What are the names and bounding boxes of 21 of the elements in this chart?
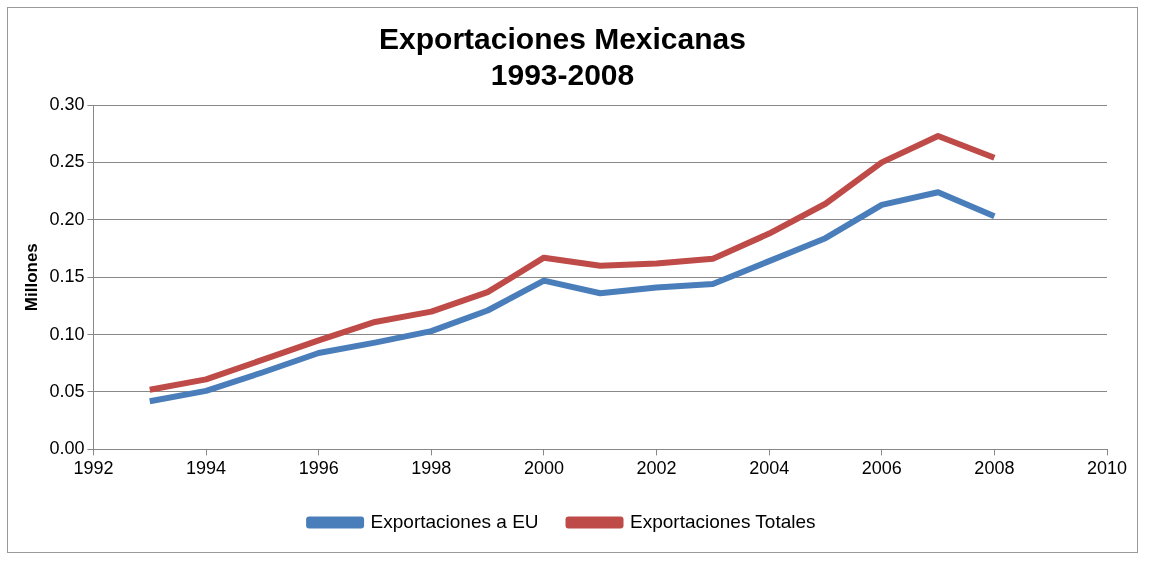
y-tick-label: 0.20 bbox=[49, 208, 85, 229]
x-tick-label: 2000 bbox=[523, 458, 564, 479]
y-tick-label: 0.15 bbox=[49, 266, 85, 287]
x-tick-label: 1998 bbox=[411, 458, 452, 479]
x-tick-label: 2006 bbox=[861, 458, 902, 479]
x-tick-label: 1996 bbox=[298, 458, 339, 479]
x-tick-label: 2008 bbox=[974, 458, 1015, 479]
y-tick-label: 0.00 bbox=[49, 438, 85, 459]
y-axis-title: Millones bbox=[21, 243, 41, 312]
x-tick-label: 1992 bbox=[73, 458, 114, 479]
legend-label: Exportaciones Totales bbox=[630, 510, 816, 532]
legend-label: Exportaciones a EU bbox=[370, 510, 539, 532]
y-tick-label: 0.25 bbox=[49, 151, 85, 172]
chart-title: Exportaciones Mexicanas 1993-2008 bbox=[379, 22, 746, 92]
y-tick-label: 0.30 bbox=[49, 93, 85, 114]
x-tick-label: 1994 bbox=[186, 458, 227, 479]
y-tick-label: 0.10 bbox=[49, 323, 85, 344]
x-tick-label: 2004 bbox=[749, 458, 790, 479]
y-tick-label: 0.05 bbox=[49, 380, 85, 401]
x-tick-label: 2002 bbox=[636, 458, 677, 479]
x-tick-label: 2010 bbox=[1086, 458, 1128, 479]
